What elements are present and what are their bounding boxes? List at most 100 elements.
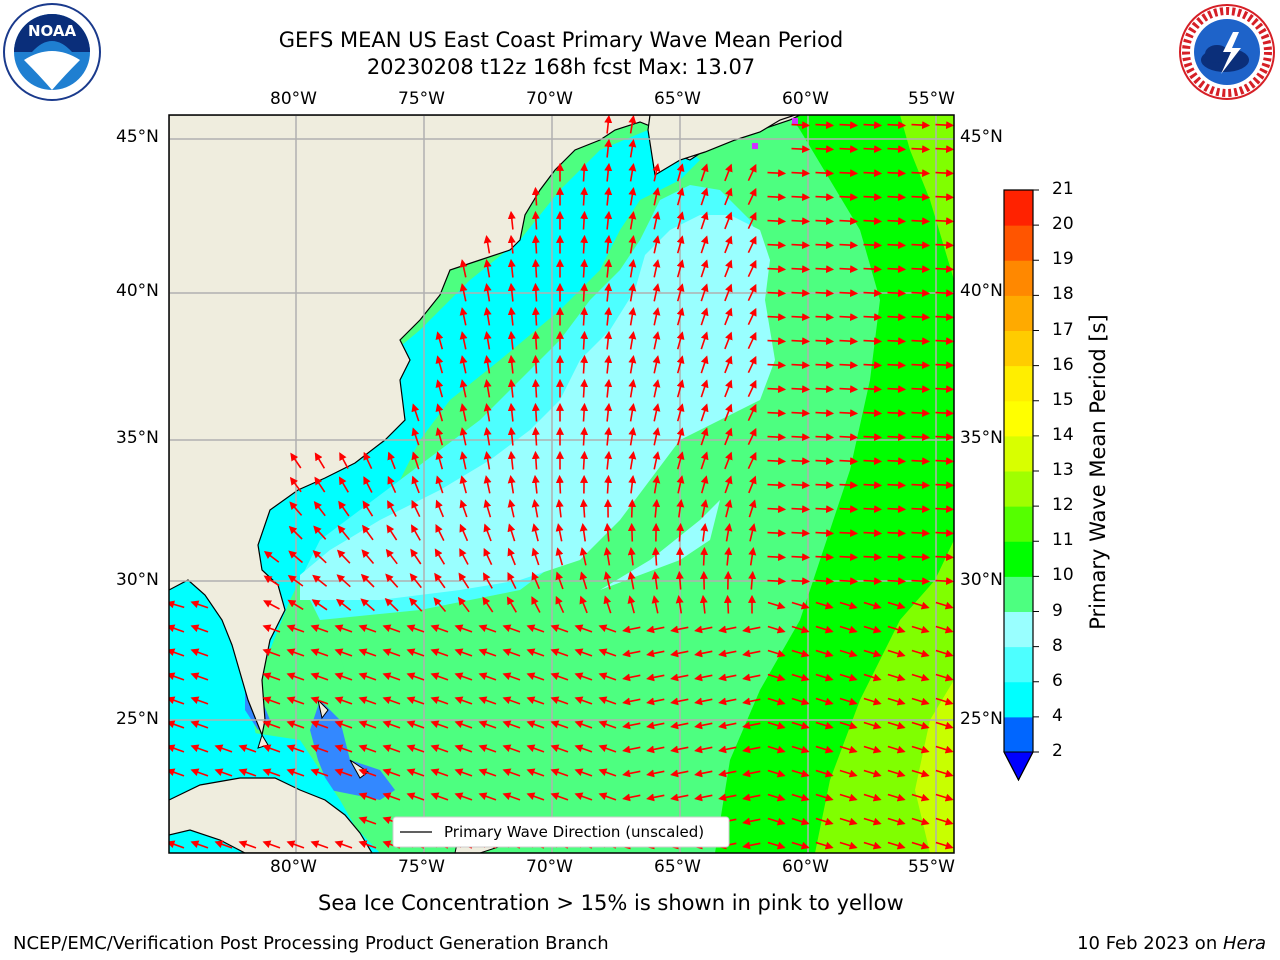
wave-direction-arrow [767,289,787,298]
wave-direction-arrow [238,768,257,777]
wave-direction-arrow [911,577,931,586]
wave-direction-arrow [483,403,492,422]
wave-direction-arrow [718,697,737,706]
wave-direction-arrow [742,721,761,730]
wave-direction-arrow [767,601,786,610]
wave-direction-arrow [430,768,449,777]
wave-direction-arrow [863,745,882,754]
colorbar-segment [1004,400,1033,437]
wave-direction-arrow [478,792,497,801]
wave-direction-arrow [887,841,906,850]
wave-direction-arrow [598,768,617,777]
wave-direction-arrow [676,427,685,446]
map-frame [168,114,955,854]
wave-direction-arrow [169,696,185,705]
wave-direction-arrow [286,840,305,849]
wave-direction-arrow [863,241,883,250]
wave-direction-arrow [646,793,665,802]
colorbar-tick-label: 10 [1052,565,1074,586]
wave-direction-arrow [555,499,564,518]
wave-direction-arrow [748,547,757,566]
wave-direction-arrow [815,649,834,658]
wave-direction-arrow [911,625,930,634]
wave-direction-arrow [815,361,835,370]
wave-direction-arrow [863,385,883,394]
wave-direction-arrow [887,505,907,514]
wave-direction-arrow [358,696,377,705]
wave-direction-arrow [911,409,931,418]
wave-direction-arrow [887,577,907,586]
wave-direction-arrow [791,361,811,370]
wave-direction-arrow [652,187,661,206]
wave-direction-arrow [839,817,858,826]
svg-text:NOAA: NOAA [28,22,77,40]
wave-direction-arrow [214,840,233,849]
wave-direction-arrow [887,313,907,322]
lon-tick-bottom: 60°W [782,857,829,877]
wave-direction-arrow [652,475,661,494]
wave-direction-arrow [430,792,449,801]
wave-direction-arrow [598,696,617,705]
wave-direction-arrow [935,361,954,370]
wave-direction-arrow [550,648,569,657]
wave-direction-arrow [526,696,545,705]
wave-direction-arrow [627,595,636,614]
wave-direction-arrow [694,721,713,730]
wave-direction-arrow [887,193,907,202]
wave-direction-arrow [507,330,516,350]
wave-direction-arrow [262,768,281,777]
wave-direction-arrow [839,601,858,610]
colorbar-tick-label: 11 [1052,530,1074,551]
wave-direction-arrow [935,433,954,442]
wave-direction-arrow [483,427,492,446]
wave-direction-arrow [579,547,588,566]
wave-direction-arrow [502,720,521,729]
wave-direction-arrow [700,211,709,230]
wave-direction-arrow [815,241,835,250]
wave-direction-arrow [358,624,377,633]
wave-direction-arrow [911,745,930,754]
wave-direction-arrow [651,571,660,590]
wave-direction-arrow [482,596,494,613]
nws-logo [1177,2,1277,102]
colorbar-segment [1004,471,1033,507]
colorbar-segment [1004,225,1033,261]
wave-direction-arrow [815,625,834,634]
colorbar-tick-label: 8 [1052,635,1063,656]
wave-direction-arrow [911,121,931,130]
wave-direction-arrow [839,577,859,586]
wave-direction-arrow [887,385,907,394]
wave-direction-arrow [676,379,685,398]
wave-direction-arrow [935,673,954,682]
wave-direction-arrow [724,546,733,566]
wave-direction-arrow [724,163,733,182]
wave-direction-arrow [526,720,545,729]
wave-direction-arrow [286,720,305,729]
wave-direction-arrow [815,409,835,418]
wave-direction-arrow [555,595,565,614]
wave-direction-arrow [767,649,786,658]
wave-direction-arrow [747,403,757,422]
wave-direction-arrow [579,498,588,518]
wave-direction-arrow [863,649,882,658]
wave-direction-arrow [863,553,883,562]
wave-direction-arrow [911,265,931,274]
wave-direction-arrow [358,720,377,729]
wave-direction-arrow [839,145,859,154]
wave-direction-arrow [839,241,859,250]
wave-direction-arrow [747,235,757,254]
wave-direction-arrow [310,744,329,753]
wave-direction-arrow [700,523,709,542]
wave-direction-arrow [628,475,637,494]
land-cuba [169,777,373,853]
title-line-1: GEFS MEAN US East Coast Primary Wave Mea… [278,28,844,52]
wave-direction-arrow [362,500,374,517]
wave-direction-arrow [603,595,612,614]
wave-direction-arrow [338,500,350,517]
wave-direction-arrow [767,481,787,490]
wave-direction-arrow [887,433,907,442]
wave-direction-arrow [700,403,709,422]
wave-direction-arrow [652,331,661,350]
wave-direction-arrow [742,625,761,634]
lon-tick-bottom: 65°W [654,857,701,877]
